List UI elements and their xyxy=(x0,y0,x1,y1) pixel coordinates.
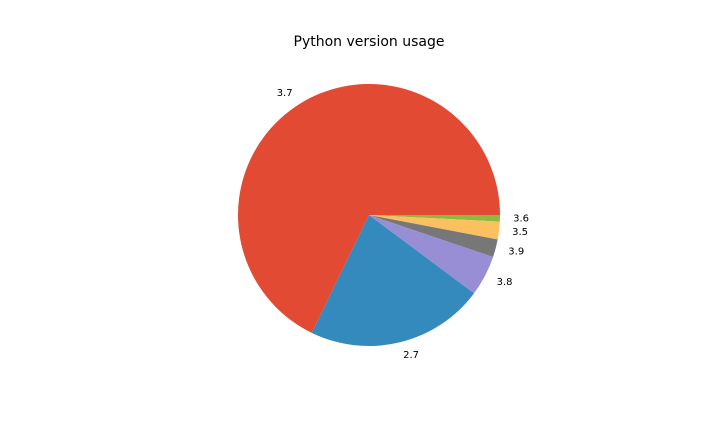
pie-label-2-7: 2.7 xyxy=(403,350,419,361)
pie-label-3-7: 3.7 xyxy=(277,88,293,99)
pie-slice-3-9 xyxy=(369,215,498,258)
pie-label-3-9: 3.9 xyxy=(508,247,524,258)
pie-slice-3-7 xyxy=(238,84,500,333)
pie-label-3-5: 3.5 xyxy=(512,227,528,238)
pie-label-3-6: 3.6 xyxy=(513,214,529,225)
pie-slice-3-5 xyxy=(369,215,500,240)
pie-slices xyxy=(238,84,500,346)
pie-label-3-8: 3.8 xyxy=(497,277,513,288)
pie-slice-3-6 xyxy=(369,215,500,222)
pie-slice-3-8 xyxy=(369,215,494,294)
pie-labels: 3.6 3.5 3.9 3.8 2.7 3.7 xyxy=(277,88,529,361)
chart-title: Python version usage xyxy=(294,34,445,50)
pie-slice-2-7 xyxy=(311,215,475,346)
